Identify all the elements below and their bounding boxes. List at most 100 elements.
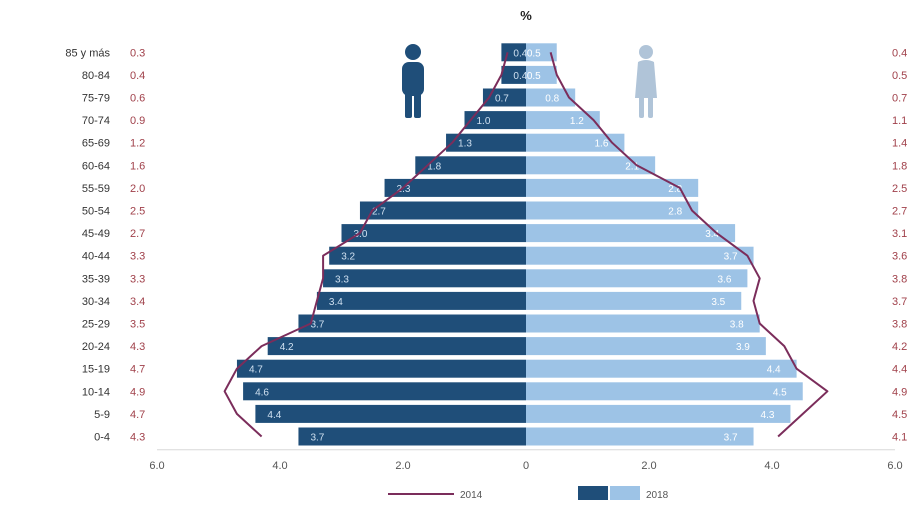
male-bar-label: 3.7 — [310, 320, 324, 331]
male-bar-label: 4.7 — [249, 365, 263, 376]
category-label: 5-9 — [94, 409, 110, 421]
male-bar-label: 3.4 — [329, 297, 343, 308]
female-bar-label: 3.9 — [736, 342, 750, 353]
male-bar-label: 1.0 — [477, 116, 491, 127]
female-bar-label: 1.6 — [594, 139, 608, 150]
male-bar — [384, 178, 526, 197]
left-side-value: 2.7 — [130, 228, 145, 240]
female-bar-label: 1.2 — [570, 116, 584, 127]
left-side-value: 3.3 — [130, 251, 145, 263]
right-side-value: 3.8 — [892, 319, 907, 331]
female-bar — [526, 43, 557, 62]
male-bar — [329, 246, 526, 265]
female-bar — [526, 337, 766, 356]
female-bar — [526, 133, 625, 152]
right-side-value: 1.4 — [892, 138, 907, 150]
labels-layer: 85 y más 0.3 0.40.4 0.580-84 0.4 0.50.4 0.575-… — [65, 47, 907, 443]
female-bar — [526, 65, 557, 84]
right-side-value: 4.2 — [892, 341, 907, 353]
female-bar — [526, 156, 656, 175]
category-label: 70-74 — [82, 115, 110, 127]
line-layer — [223, 52, 829, 438]
category-label: 0-4 — [94, 432, 110, 444]
unit-label: % — [520, 8, 532, 23]
left-side-value: 3.4 — [130, 296, 145, 308]
male-bar-label: 2.3 — [397, 184, 411, 195]
male-bar — [323, 269, 526, 288]
left-side-value: 0.9 — [130, 115, 145, 127]
female-bar-label: 4.5 — [773, 387, 787, 398]
male-bar-label: 2.7 — [372, 207, 386, 218]
left-side-value: 1.2 — [130, 138, 145, 150]
male-bar — [298, 427, 526, 446]
male-bar-label: 4.2 — [280, 342, 294, 353]
female-bar-label: 3.7 — [724, 252, 738, 263]
male-bar — [236, 359, 526, 378]
category-label: 20-24 — [82, 341, 110, 353]
female-bar-label: 3.7 — [724, 433, 738, 444]
male-figure-icon — [402, 44, 424, 118]
left-side-value: 4.7 — [130, 409, 145, 421]
female-bar — [526, 111, 600, 130]
male-bar-label: 3.0 — [354, 229, 368, 240]
female-bar — [526, 291, 742, 310]
legend-line-label: 2014 — [460, 490, 483, 501]
female-bar-label: 0.8 — [545, 94, 559, 105]
female-bar-label: 3.5 — [711, 297, 725, 308]
male-bar — [482, 88, 526, 107]
female-bar — [526, 269, 748, 288]
left-side-value: 2.0 — [130, 183, 145, 195]
female-bar — [526, 88, 576, 107]
female-bar — [526, 382, 803, 401]
category-label: 65-69 — [82, 138, 110, 150]
female-figure-icon — [635, 45, 657, 118]
male-bar — [464, 111, 526, 130]
x-tick-label: 4.0 — [764, 460, 779, 472]
category-label: 10-14 — [82, 386, 110, 398]
male-bar — [298, 314, 526, 333]
category-label: 60-64 — [82, 160, 110, 172]
female-bar — [526, 246, 754, 265]
x-tick-label: 6.0 — [887, 460, 902, 472]
left-side-value: 4.3 — [130, 432, 145, 444]
male-bar-label: 1.3 — [458, 139, 472, 150]
female-bar-label: 2.8 — [668, 207, 682, 218]
left-side-value: 3.3 — [130, 273, 145, 285]
female-bar — [526, 224, 736, 243]
male-bar — [446, 133, 526, 152]
category-label: 25-29 — [82, 319, 110, 331]
legend: 2014 2018 — [388, 486, 669, 501]
male-bar-label: 3.7 — [310, 433, 324, 444]
legend-bar-label: 2018 — [646, 490, 669, 501]
line-2014-female — [549, 52, 829, 438]
female-bar-label: 0.5 — [527, 71, 541, 82]
right-side-value: 3.1 — [892, 228, 907, 240]
category-label: 85 y más — [65, 47, 110, 59]
legend-male-swatch — [578, 486, 608, 500]
line-2014-male — [223, 52, 509, 438]
right-side-value: 4.9 — [892, 386, 907, 398]
female-bar-label: 4.4 — [767, 365, 781, 376]
male-bar-label: 1.8 — [427, 161, 441, 172]
female-bar-label: 3.6 — [717, 274, 731, 285]
female-bar-label: 3.8 — [730, 320, 744, 331]
category-label: 75-79 — [82, 93, 110, 105]
x-tick-label: 2.0 — [641, 460, 656, 472]
x-tick-label: 2.0 — [395, 460, 410, 472]
bars-layer — [236, 43, 803, 446]
left-side-value: 1.6 — [130, 160, 145, 172]
x-tick-label: 4.0 — [272, 460, 287, 472]
right-side-value: 2.5 — [892, 183, 907, 195]
male-bar — [415, 156, 526, 175]
female-bar-label: 3.4 — [705, 229, 719, 240]
right-side-value: 1.8 — [892, 160, 907, 172]
right-side-value: 0.5 — [892, 70, 907, 82]
male-bar — [501, 43, 526, 62]
category-label: 80-84 — [82, 70, 110, 82]
category-label: 15-19 — [82, 364, 110, 376]
category-label: 50-54 — [82, 206, 110, 218]
x-tick-label: 0 — [523, 460, 529, 472]
male-bar — [501, 65, 526, 84]
female-bar — [526, 359, 797, 378]
grid-layer: 6.0 4.0 2.0 0 2.0 4.0 6.0 — [149, 37, 903, 472]
